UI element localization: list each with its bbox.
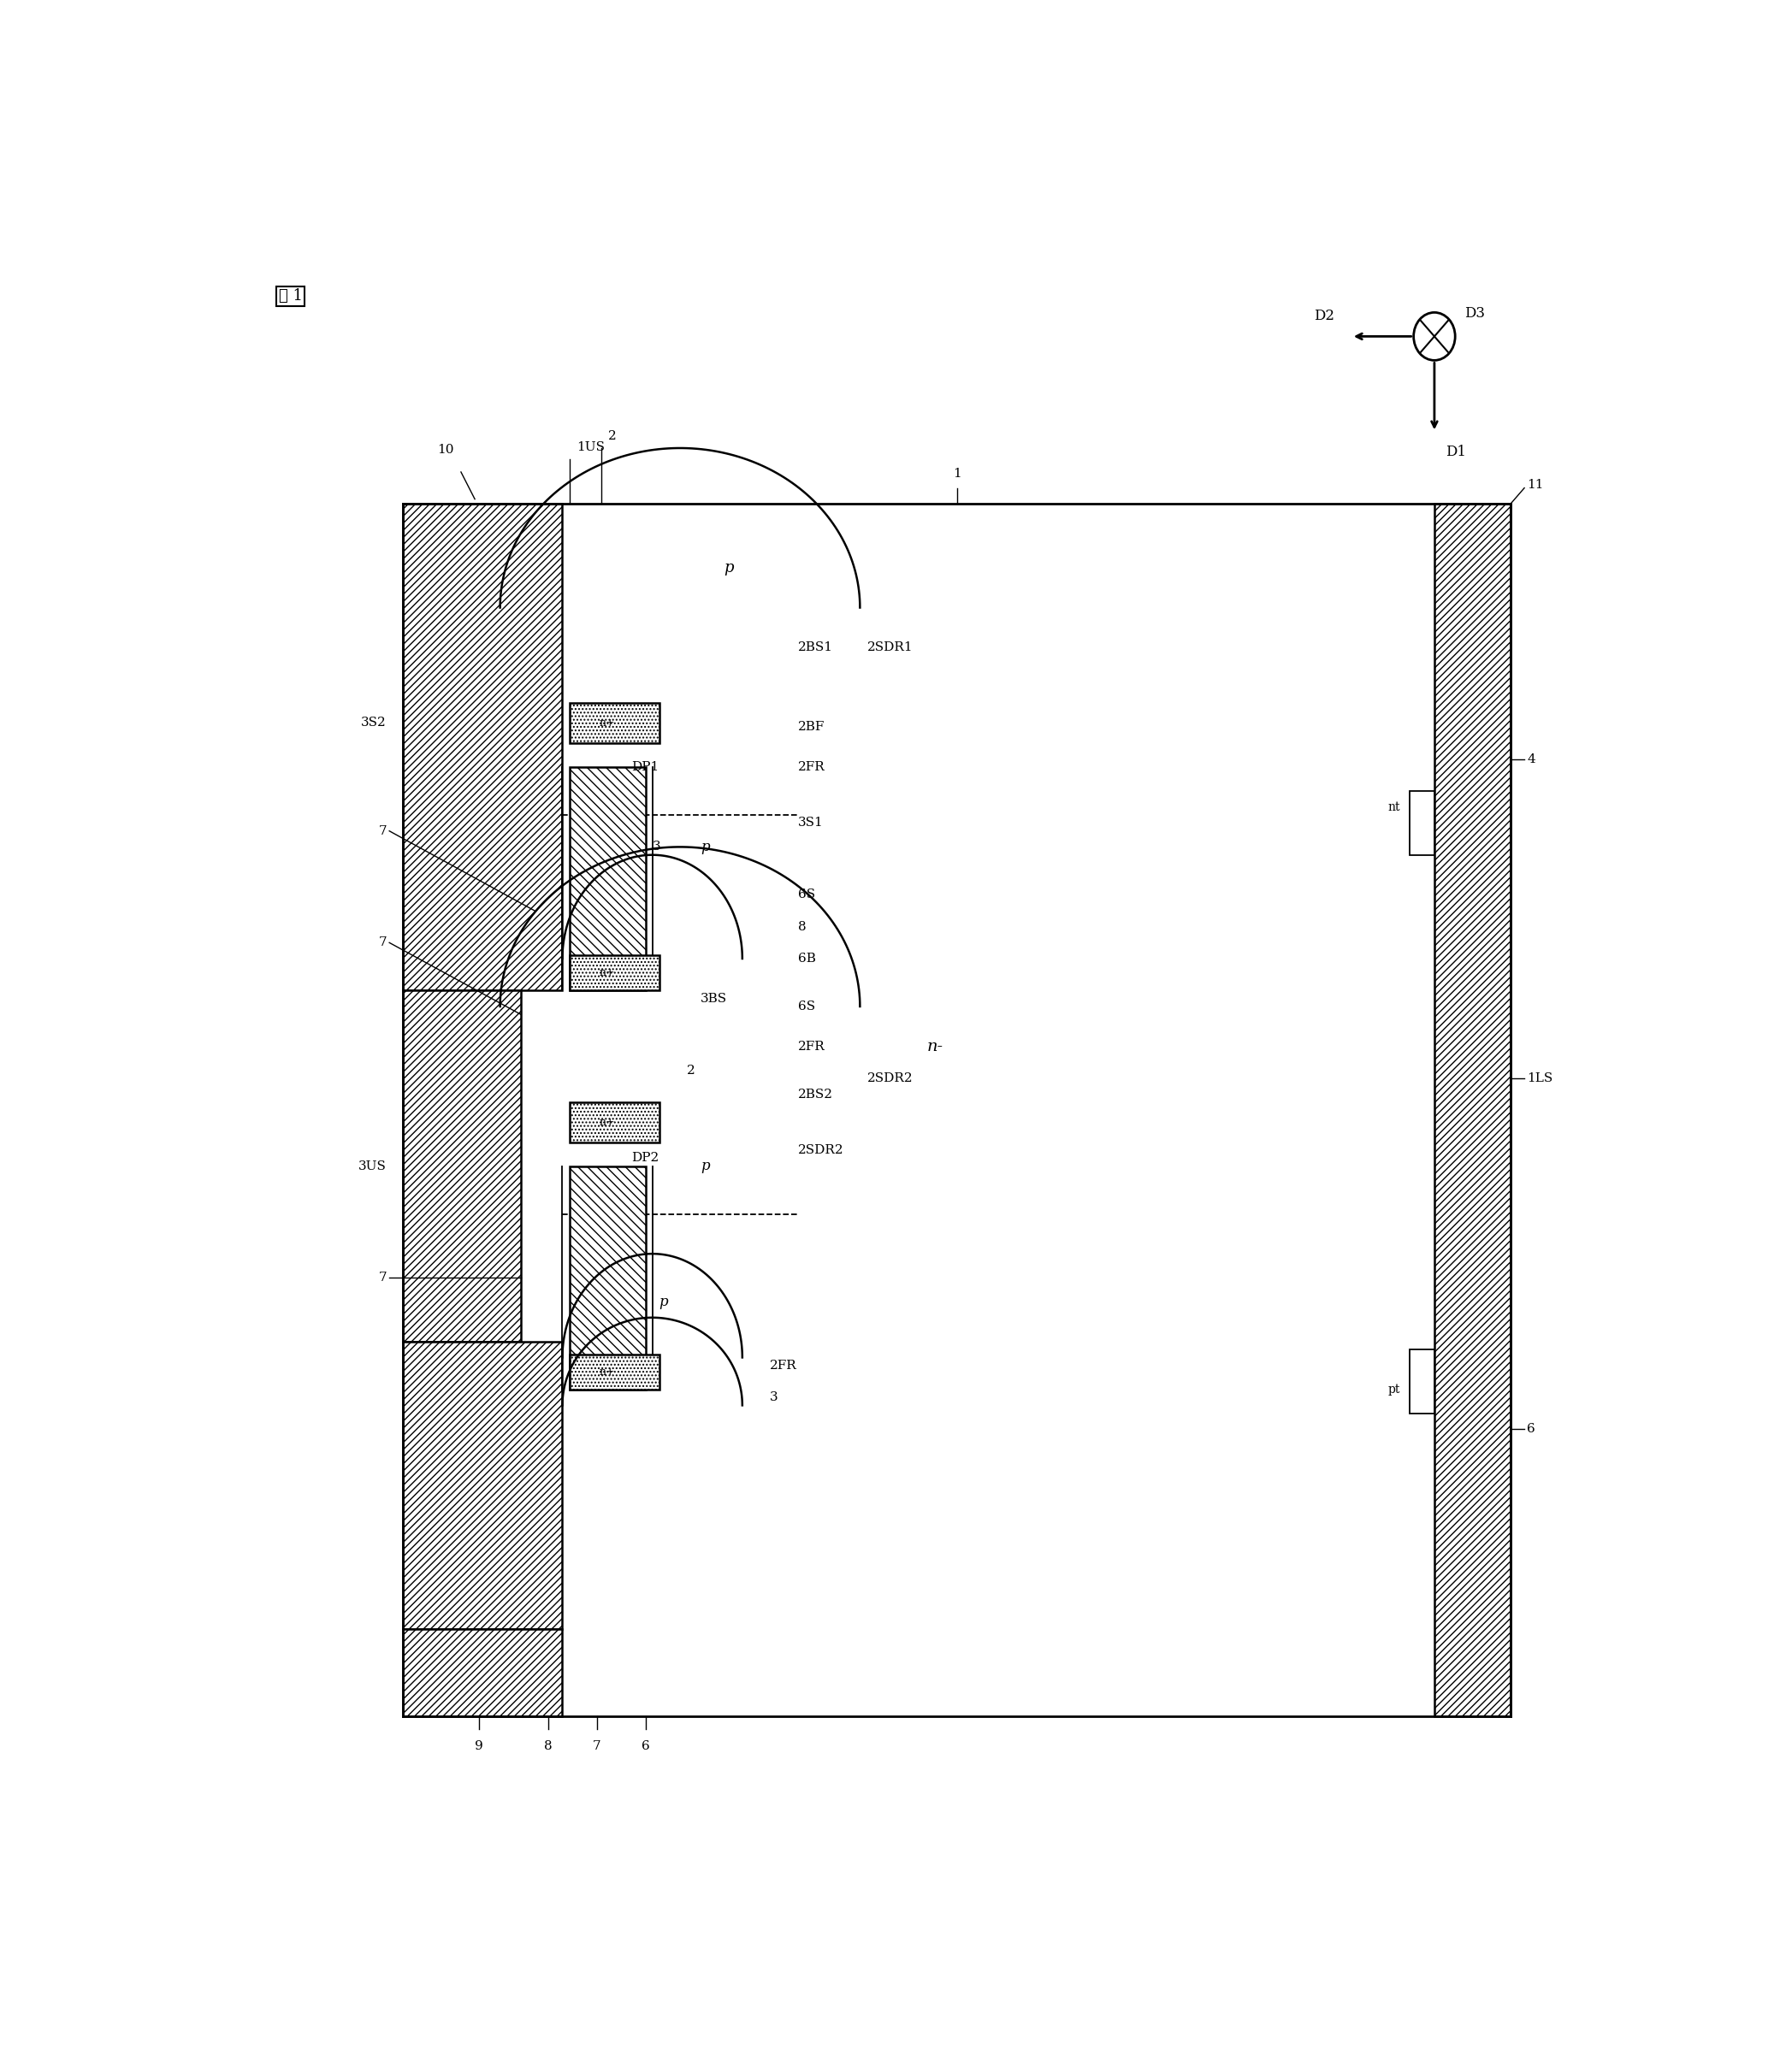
- Bar: [1434, 503, 1511, 1716]
- Text: 3: 3: [770, 1392, 779, 1403]
- Bar: [404, 990, 522, 1341]
- Text: 7: 7: [379, 825, 386, 837]
- Text: n+: n+: [600, 717, 616, 729]
- Text: 3US: 3US: [359, 1160, 386, 1173]
- Text: 8: 8: [798, 920, 805, 932]
- Bar: [570, 1167, 645, 1390]
- Text: n+: n+: [600, 968, 616, 978]
- Text: 11: 11: [1527, 479, 1543, 491]
- Text: 3: 3: [652, 841, 661, 854]
- Bar: [570, 955, 659, 990]
- Text: 6B: 6B: [798, 953, 816, 966]
- Text: 2: 2: [688, 1065, 695, 1075]
- Text: 6: 6: [1527, 1423, 1536, 1436]
- Text: n+: n+: [600, 1365, 616, 1378]
- Text: 2SDR2: 2SDR2: [798, 1144, 843, 1156]
- Text: 2BS1: 2BS1: [798, 642, 832, 653]
- Text: 2FR: 2FR: [798, 1040, 825, 1053]
- Text: DP2: DP2: [632, 1152, 659, 1164]
- Bar: [404, 503, 563, 990]
- Text: 2FR: 2FR: [770, 1359, 797, 1372]
- Bar: [1409, 792, 1434, 856]
- Text: 9: 9: [475, 1740, 484, 1753]
- Text: 4: 4: [1527, 754, 1536, 765]
- Text: 1: 1: [952, 468, 961, 481]
- Bar: [570, 1355, 659, 1390]
- Text: 7: 7: [593, 1740, 602, 1753]
- Bar: [1409, 1349, 1434, 1413]
- Text: n+: n+: [600, 1117, 616, 1127]
- Text: pt: pt: [1388, 1384, 1400, 1394]
- Bar: [404, 1341, 563, 1629]
- Bar: [570, 1102, 659, 1142]
- Text: 3S2: 3S2: [361, 717, 386, 729]
- Text: nt: nt: [1388, 802, 1400, 812]
- Text: p: p: [700, 839, 709, 854]
- Text: 6S: 6S: [798, 1001, 814, 1013]
- Text: 6S: 6S: [798, 889, 814, 901]
- Text: 2BS2: 2BS2: [798, 1088, 832, 1100]
- Text: 2FR: 2FR: [798, 760, 825, 773]
- Text: 6: 6: [641, 1740, 650, 1753]
- Text: D1: D1: [1445, 445, 1466, 460]
- Text: 3S1: 3S1: [798, 816, 823, 829]
- Text: 1US: 1US: [577, 441, 604, 454]
- Text: p: p: [659, 1295, 668, 1310]
- Bar: [404, 1629, 563, 1716]
- Bar: [570, 767, 645, 990]
- Text: DP1: DP1: [632, 760, 659, 773]
- Text: 3BS: 3BS: [700, 992, 727, 1005]
- Text: D2: D2: [1314, 309, 1334, 323]
- Text: 10: 10: [438, 443, 454, 456]
- Text: 2SDR2: 2SDR2: [866, 1073, 913, 1084]
- Text: p: p: [700, 1158, 709, 1173]
- Text: p: p: [723, 559, 734, 576]
- Text: 7: 7: [379, 1272, 386, 1285]
- Text: D3: D3: [1465, 307, 1486, 321]
- Text: 図 1: 図 1: [279, 288, 302, 305]
- Text: 2SDR1: 2SDR1: [866, 642, 913, 653]
- Text: 2BF: 2BF: [798, 721, 825, 733]
- Text: 1LS: 1LS: [1527, 1073, 1554, 1084]
- Bar: [570, 702, 659, 744]
- Text: n-: n-: [927, 1038, 943, 1055]
- Text: 2: 2: [607, 429, 616, 441]
- Text: 7: 7: [379, 937, 386, 949]
- Text: 8: 8: [545, 1740, 552, 1753]
